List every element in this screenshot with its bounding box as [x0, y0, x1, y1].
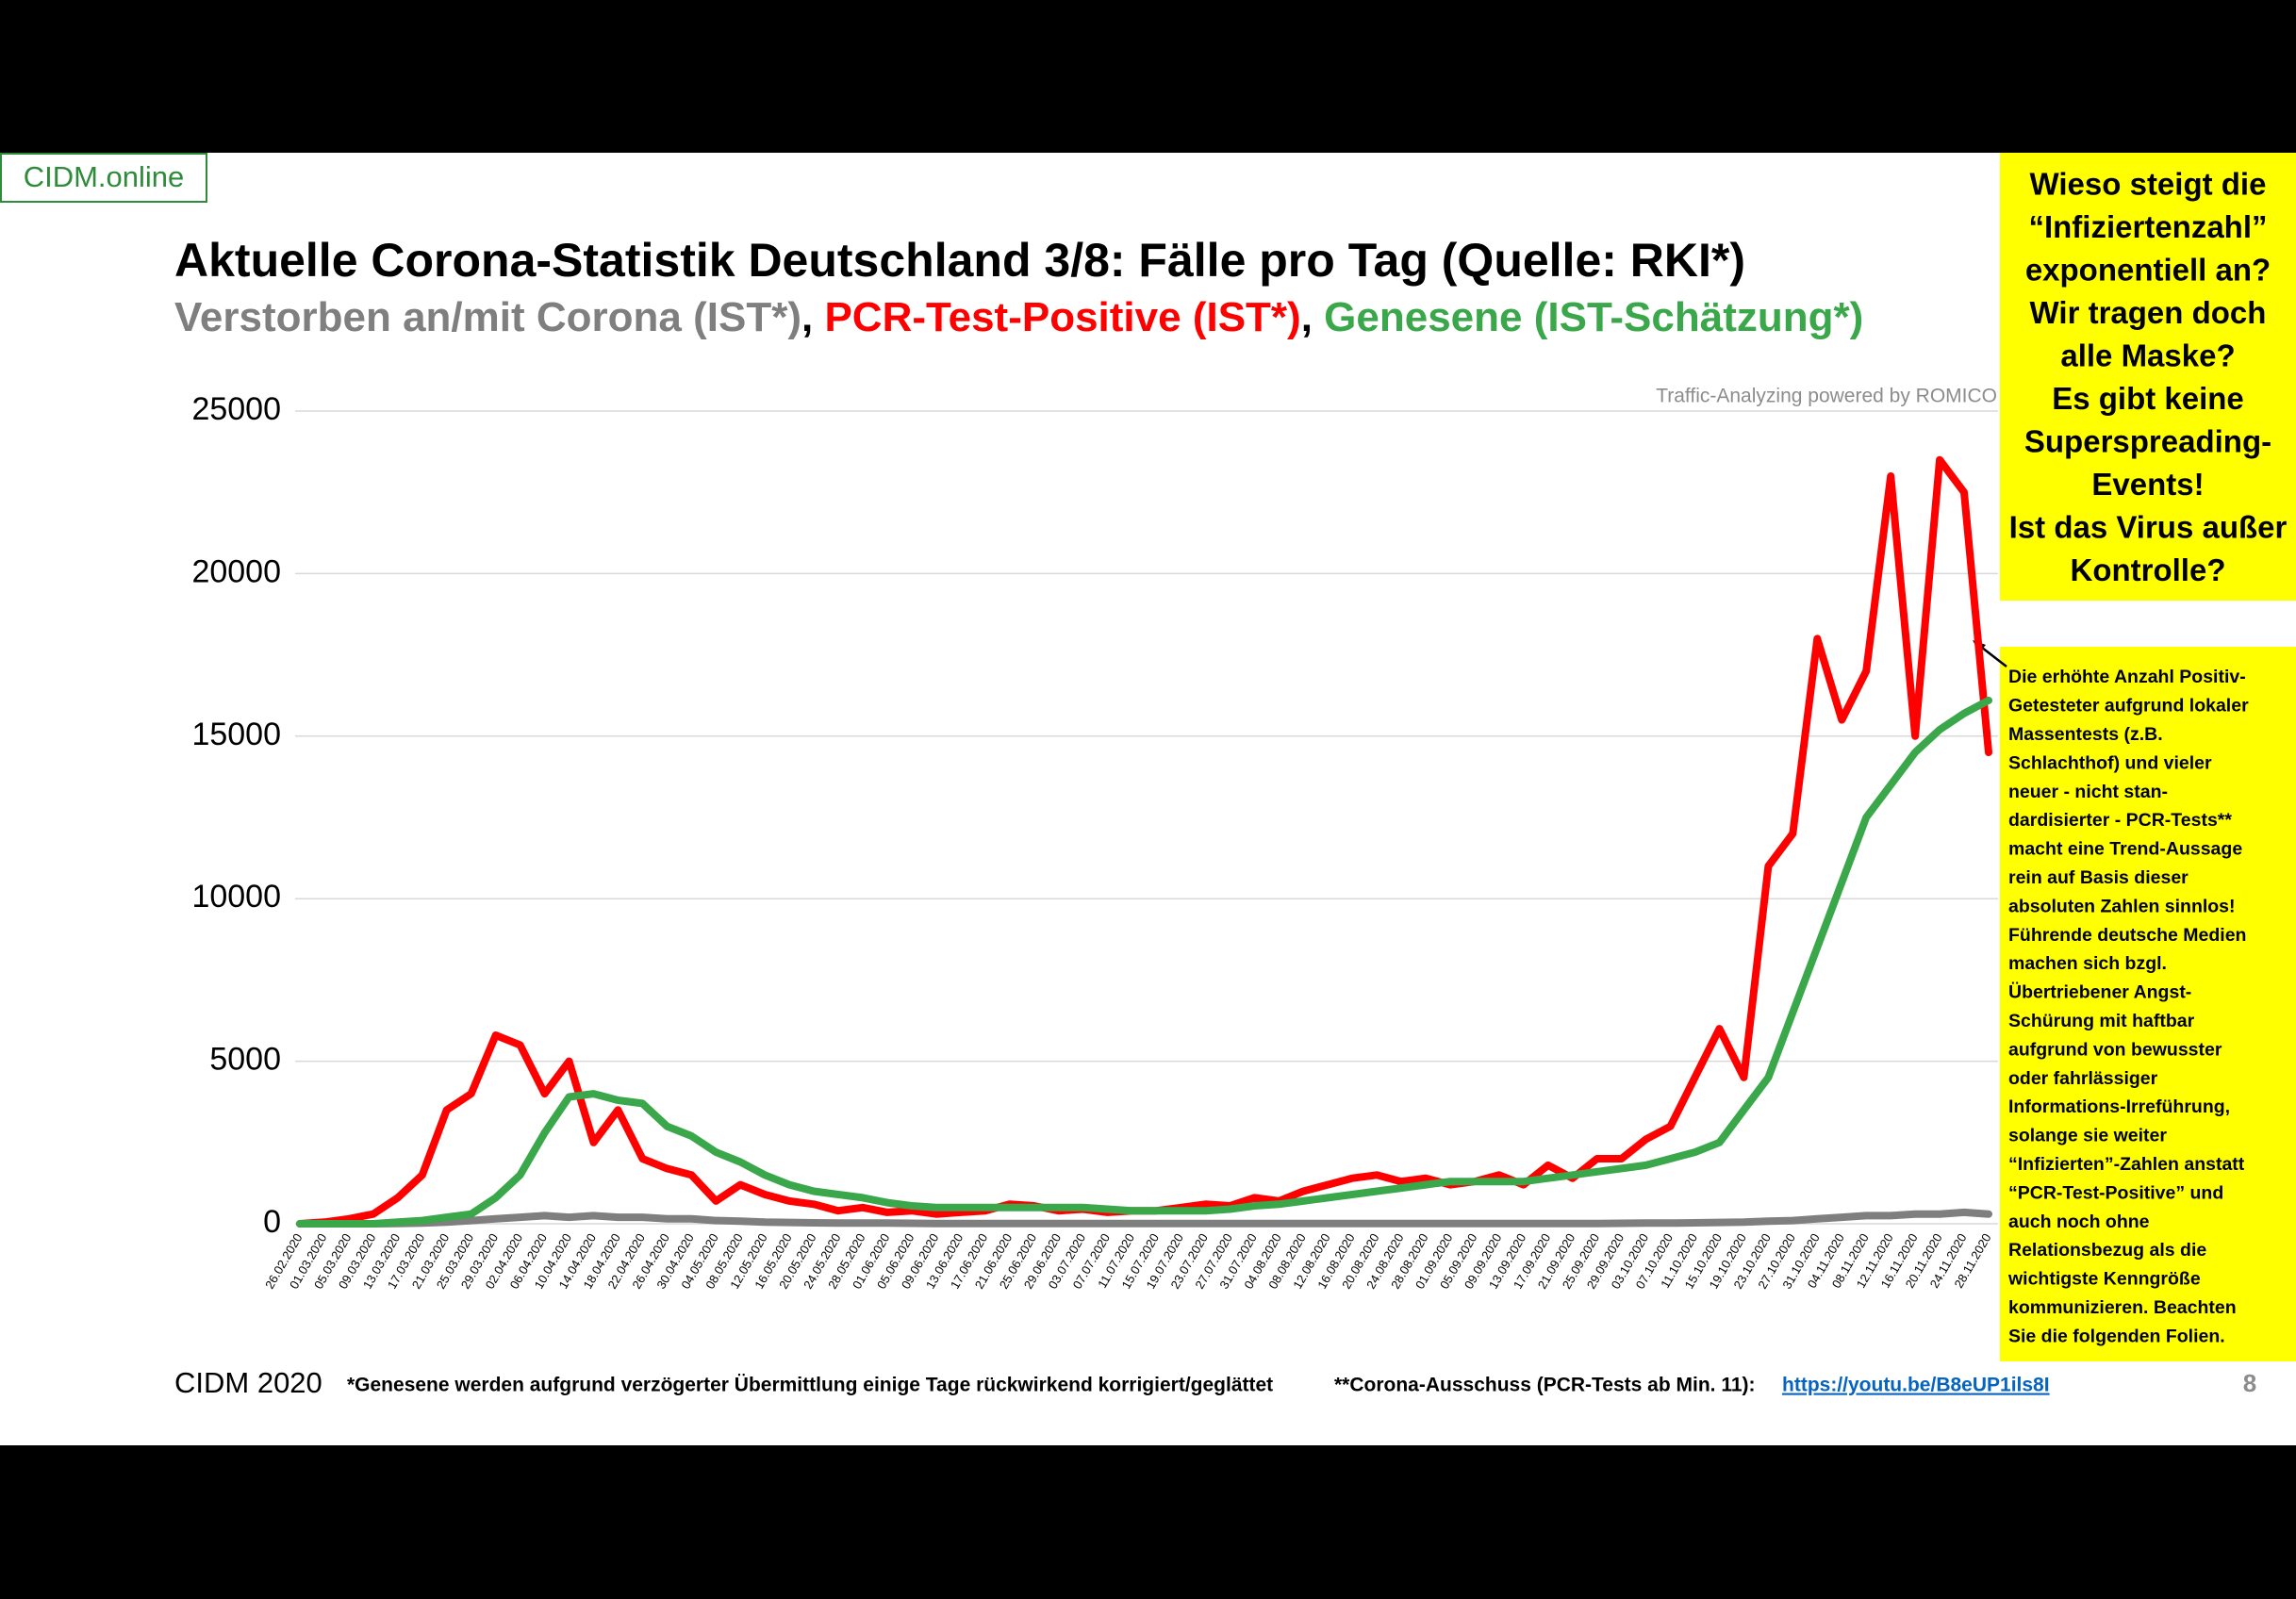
note-line: solange sie weiter	[2008, 1126, 2167, 1146]
question-line: Wir tragen doch	[2030, 295, 2267, 330]
link[interactable]: https://youtu.be/B8eUP1ils8I	[1782, 1375, 2050, 1396]
question-line: “Infiziertenzahl”	[2028, 209, 2267, 244]
question-line: alle Maske?	[2060, 338, 2235, 373]
series-line	[296, 696, 1992, 1228]
note-line: Schürung mit haftbar	[2008, 1011, 2195, 1031]
note-line: aufgrund von bewusster	[2008, 1039, 2222, 1060]
series-line	[296, 1208, 1992, 1228]
note-line: Schlachthof) und vieler	[2008, 752, 2212, 773]
note-line: macht eine Trend-Aussage	[2008, 839, 2242, 860]
note-line: Relationsbezug als die	[2008, 1240, 2206, 1261]
question-line: Kontrolle?	[2071, 552, 2226, 587]
note-line: machen sich bzgl.	[2008, 953, 2167, 974]
note-line: oder fahrlässiger	[2008, 1068, 2158, 1089]
note-line: rein auf Basis dieser	[2008, 867, 2189, 888]
y-tick-label: 5000	[209, 1042, 281, 1078]
note-line: “PCR-Test-Positive” und	[2008, 1182, 2223, 1203]
question-box	[2000, 153, 2296, 601]
question-line: Superspreading-	[2024, 424, 2271, 459]
note-line: Führende deutsche Medien	[2008, 925, 2246, 946]
note-line: absoluten Zahlen sinnlos!	[2008, 896, 2236, 916]
chart-title: Aktuelle Corona-Statistik Deutschland 3/…	[174, 234, 1745, 287]
footnote: *Genesene werden aufgrund verzögerter Üb…	[347, 1375, 1273, 1396]
note-line: wichtigste Kenngröße	[2007, 1269, 2201, 1290]
note-line: Massentests (z.B.	[2008, 724, 2163, 745]
note-line: Sie die folgenden Folien.	[2008, 1326, 2225, 1346]
question-line: Ist das Virus außer	[2009, 510, 2288, 545]
question-line: Wieso steigt die	[2030, 167, 2267, 202]
note-line: auch noch ohne	[2008, 1212, 2150, 1232]
subtitle-separator: ,	[1301, 294, 1313, 340]
footer-left: CIDM 2020	[174, 1366, 322, 1399]
note-line: Übertriebener Angst-	[2008, 981, 2191, 1003]
page-number: 8	[2243, 1369, 2256, 1397]
subtitle-separator: ,	[801, 294, 813, 340]
y-tick-label: 10000	[191, 879, 281, 915]
note-line: dardisierter - PCR-Tests**	[2008, 810, 2232, 831]
subtitle-part: Verstorben an/mit Corona (IST*)	[174, 294, 801, 340]
y-tick-label: 20000	[191, 553, 281, 589]
note-line: Die erhöhte Anzahl Positiv-	[2008, 667, 2246, 687]
question-line: exponentiell an?	[2025, 253, 2271, 288]
subtitle-part: Genesene (IST-Schätzung*)	[1324, 294, 1863, 340]
note-line: Informations-Irreführung,	[2008, 1096, 2230, 1117]
note-line: neuer - nicht stan-	[2008, 782, 2168, 802]
footnote: **Corona-Ausschuss (PCR-Tests ab Min. 11…	[1334, 1375, 1756, 1396]
chart-subtitle: Verstorben an/mit Corona (IST*), PCR-Tes…	[174, 294, 1863, 340]
credit: Traffic-Analyzing powered by ROMICO	[1656, 386, 1997, 407]
y-tick-label: 0	[263, 1204, 281, 1240]
y-tick-label: 25000	[191, 391, 281, 427]
note-line: kommunizieren. Beachten	[2008, 1297, 2237, 1318]
brand-box	[0, 153, 207, 203]
question-line: Events!	[2091, 467, 2204, 502]
note-box	[2000, 647, 2296, 1361]
question-line: Es gibt keine	[2052, 381, 2244, 416]
subtitle-part: PCR-Test-Positive (IST*)	[824, 294, 1300, 340]
note-line: Getesteter aufgrund lokaler	[2008, 696, 2249, 717]
slide-area	[0, 153, 2296, 1445]
brand: CIDM.online	[24, 160, 185, 193]
note-line: “Infizierten”-Zahlen anstatt	[2008, 1154, 2245, 1175]
y-tick-label: 15000	[191, 717, 281, 752]
